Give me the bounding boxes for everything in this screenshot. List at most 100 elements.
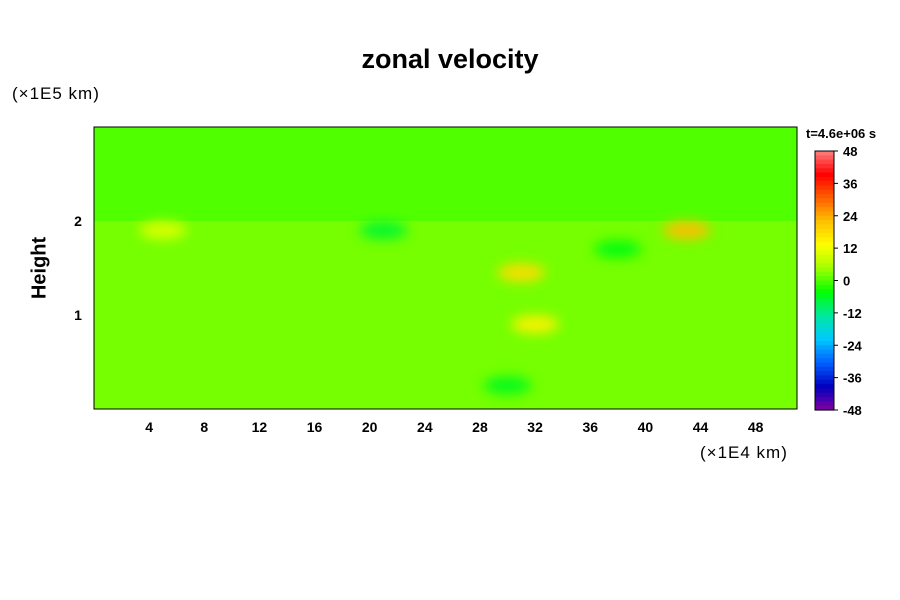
- x-tick-label: 40: [638, 419, 654, 435]
- colorbar-tick-label: -24: [843, 338, 863, 353]
- colorbar-swatch: [815, 172, 834, 178]
- colorbar-swatch: [815, 401, 834, 407]
- colorbar-swatch: [815, 176, 834, 182]
- colorbar-tick-label: 0: [843, 274, 850, 289]
- colorbar-swatch: [815, 306, 834, 312]
- colorbar-swatch: [815, 163, 834, 169]
- x-tick-label: 8: [200, 419, 208, 435]
- x-tick-label: 32: [527, 419, 543, 435]
- colorbar-swatch: [815, 263, 834, 269]
- colorbar-tick-label: -12: [843, 306, 862, 321]
- chart-title: zonal velocity: [361, 44, 539, 74]
- colorbar-swatch: [815, 250, 834, 256]
- x-tick-label: 36: [582, 419, 598, 435]
- x-axis-unit: (×1E4 km): [700, 443, 788, 462]
- colorbar: 48 36 24 12 0 -12 -24 -36 -48: [814, 144, 863, 418]
- colorbar-swatch: [815, 293, 834, 299]
- x-tick-label: 24: [417, 419, 433, 435]
- colorbar-swatch: [815, 228, 834, 234]
- colorbar-swatch: [815, 349, 834, 355]
- plot-area: [93, 126, 798, 410]
- colorbar-swatch: [815, 211, 834, 217]
- colorbar-tick-label: 12: [843, 241, 857, 256]
- colorbar-swatch: [815, 258, 834, 264]
- colorbar-swatch: [815, 353, 834, 359]
- colorbar-swatch: [815, 194, 834, 200]
- colorbar-swatch: [815, 215, 834, 221]
- colorbar-swatch: [815, 332, 834, 338]
- x-tick-label: 44: [693, 419, 709, 435]
- colorbar-swatch: [815, 185, 834, 191]
- x-tick-label: 48: [748, 419, 764, 435]
- y-axis: 12: [74, 213, 82, 323]
- colorbar-swatch: [815, 202, 834, 208]
- x-tick-label: 28: [472, 419, 488, 435]
- field-feature-max: [662, 221, 711, 240]
- colorbar-swatch: [815, 302, 834, 307]
- upper-layer: [94, 127, 797, 221]
- colorbar-swatch: [815, 237, 834, 243]
- colorbar-tick-label: -36: [843, 371, 862, 386]
- colorbar-swatch: [815, 366, 834, 372]
- time-label: t=4.6e+06 s: [806, 126, 877, 141]
- colorbar-swatch: [815, 405, 834, 411]
- colorbar-tick-label: 24: [843, 209, 858, 224]
- colorbar-tick-label: 48: [843, 144, 857, 159]
- x-tick-label: 4: [145, 419, 153, 435]
- colorbar-swatch: [815, 392, 834, 398]
- colorbar-swatch: [815, 189, 834, 195]
- colorbar-swatch: [815, 271, 834, 277]
- colorbar-swatch: [815, 280, 834, 286]
- colorbar-swatch: [815, 379, 834, 385]
- y-tick-label: 1: [74, 307, 82, 323]
- colorbar-swatch: [815, 384, 834, 390]
- colorbar-swatch: [815, 388, 834, 394]
- field-feature-max: [511, 315, 560, 334]
- plot-frame: [93, 126, 798, 410]
- colorbar-swatch: [815, 358, 834, 364]
- colorbar-swatch: [815, 254, 834, 260]
- x-tick-label: 20: [362, 419, 378, 435]
- colorbar-swatch: [815, 241, 834, 247]
- colorbar-swatch: [815, 345, 834, 351]
- field-feature-min: [359, 221, 408, 240]
- colorbar-swatch: [815, 336, 834, 342]
- colorbar-swatch: [815, 267, 834, 273]
- colorbar-swatch: [815, 207, 834, 213]
- field-feature-max: [138, 221, 187, 240]
- colorbar-swatch: [815, 233, 834, 238]
- y-axis-unit: (×1E5 km): [12, 84, 100, 103]
- colorbar-swatch: [815, 151, 834, 156]
- colorbar-tick-label: -48: [843, 403, 862, 418]
- colorbar-swatch: [815, 340, 834, 346]
- colorbar-tick-label: 36: [843, 176, 857, 191]
- colorbar-swatch: [815, 310, 834, 316]
- colorbar-swatch: [815, 315, 834, 320]
- colorbar-swatch: [815, 327, 834, 333]
- x-tick-label: 12: [252, 419, 268, 435]
- colorbar-swatch: [815, 284, 834, 290]
- colorbar-swatch: [815, 319, 834, 325]
- colorbar-swatch: [815, 323, 834, 329]
- field-feature-max: [497, 263, 546, 282]
- x-tick-label: 16: [307, 419, 323, 435]
- colorbar-swatch: [815, 220, 834, 225]
- field-feature-min: [483, 376, 532, 395]
- colorbar-swatch: [815, 245, 834, 251]
- colorbar-swatch: [815, 224, 834, 230]
- x-axis: 4 8 12 16 20 24 28 32 36 40 44 48: [145, 419, 763, 435]
- colorbar-swatch: [815, 362, 834, 368]
- colorbar-swatch: [815, 371, 834, 377]
- colorbar-swatch: [815, 375, 834, 381]
- colorbar-swatch: [815, 289, 834, 295]
- colorbar-swatch: [815, 155, 834, 161]
- colorbar-swatch: [815, 397, 834, 402]
- colorbar-swatch: [815, 159, 834, 165]
- colorbar-swatch: [815, 297, 834, 303]
- colorbar-swatch: [815, 168, 834, 174]
- y-tick-label: 2: [74, 213, 82, 229]
- field-feature-min: [593, 240, 642, 259]
- colorbar-swatch: [815, 181, 834, 187]
- colorbar-swatch: [815, 276, 834, 282]
